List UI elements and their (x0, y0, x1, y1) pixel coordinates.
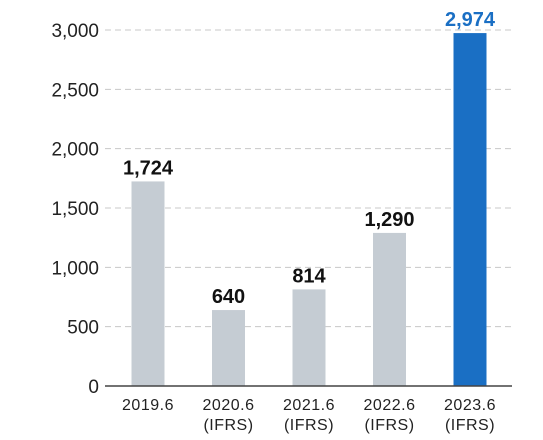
y-tick-label: 500 (67, 318, 99, 339)
y-tick-label: 3,000 (51, 21, 99, 42)
bar-value-label: 814 (292, 265, 326, 287)
x-tick-label: 2020.6 (203, 397, 255, 414)
y-axis-tick-labels: 0 500 1,000 1,500 2,000 2,500 3,000 (51, 21, 99, 398)
x-tick-sublabel: (IFRS) (203, 417, 253, 434)
x-tick-sublabel: (IFRS) (284, 417, 334, 434)
y-tick-label: 0 (88, 377, 99, 398)
bar (373, 232, 406, 386)
x-tick-label: 2019.6 (122, 397, 174, 414)
bar (131, 181, 165, 386)
bar (453, 33, 487, 387)
bar-value-label: 2,974 (445, 9, 496, 31)
x-axis-category-labels: 2019.6 2020.6 (IFRS) 2021.6 (IFRS) 2022.6 (IFR… (122, 397, 496, 434)
bar (292, 289, 326, 386)
bar-value-label: 1,290 (364, 209, 414, 231)
x-tick-sublabel: (IFRS) (445, 417, 495, 434)
y-tick-label: 1,000 (51, 258, 99, 279)
bars (131, 33, 487, 387)
bar (212, 310, 245, 386)
y-tick-label: 2,500 (51, 80, 99, 101)
y-tick-label: 2,000 (51, 140, 99, 161)
x-tick-label: 2021.6 (283, 397, 335, 414)
x-tick-sublabel: (IFRS) (364, 417, 414, 434)
x-tick-label: 2023.6 (444, 397, 496, 414)
x-tick-label: 2022.6 (364, 397, 416, 414)
bar-value-label: 1,724 (123, 157, 174, 179)
bar-value-label: 640 (212, 286, 245, 308)
data-labels: 1,724 640 814 1,290 2,974 (123, 9, 496, 308)
y-tick-label: 1,500 (51, 199, 99, 220)
